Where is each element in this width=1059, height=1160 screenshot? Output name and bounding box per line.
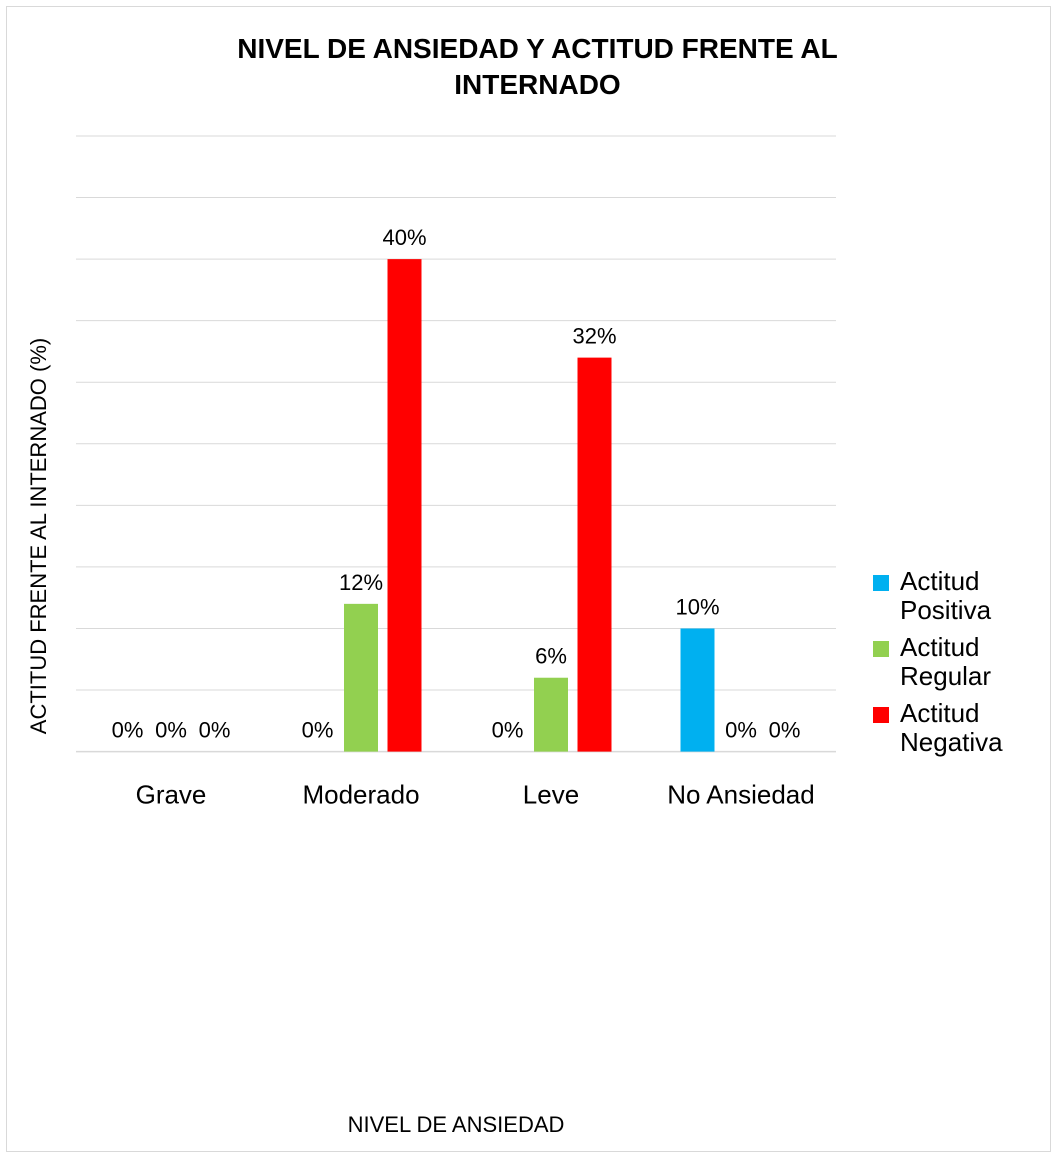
bar-actitud-negativa-moderado [387,259,422,752]
data-label: 0% [302,718,334,743]
data-label: 10% [675,594,719,619]
legend-label-regular-line-2: Regular [900,661,992,691]
bar-actitud-positiva-no-ansiedad [680,628,715,752]
data-label: 0% [199,718,231,743]
chart-title: NIVEL DE ANSIEDAD Y ACTITUD FRENTE AL IN… [0,31,1059,103]
legend-label-negativa-line-2: Negativa [900,727,1003,757]
x-tick-label: No Ansiedad [667,780,814,810]
data-label: 40% [382,225,426,250]
legend-swatch-positiva [873,575,889,591]
data-label: 6% [535,644,567,669]
x-tick-label: Leve [523,780,579,810]
bar-actitud-regular-moderado [344,603,378,752]
data-label: 12% [339,570,383,595]
x-tick-label: Moderado [302,780,419,810]
legend-swatch-negativa [873,707,889,723]
legend-label-negativa-line-1: Actitud [900,698,980,728]
x-axis-label: NIVEL DE ANSIEDAD [347,1112,565,1137]
data-label: 0% [112,718,144,743]
legend-label-regular-line-1: Actitud [900,632,980,662]
chart-title-line-1: NIVEL DE ANSIEDAD Y ACTITUD FRENTE AL [237,33,838,64]
data-label: 0% [725,718,757,743]
legend-item-negativa: Actitud Negativa [873,699,1043,757]
chart-title-line-2: INTERNADO [454,69,621,100]
legend-swatch-regular [873,641,889,657]
legend-item-regular: Actitud Regular [873,633,1043,691]
data-label: 0% [492,718,524,743]
legend-label-positiva-line-2: Positiva [900,595,992,625]
data-label: 0% [769,718,801,743]
data-label: 0% [155,718,187,743]
bar-actitud-negativa-leve [577,357,612,752]
legend: Actitud Positiva Actitud Regular Actitud… [873,567,1043,765]
legend-item-positiva: Actitud Positiva [873,567,1043,625]
x-tick-label: Grave [136,780,207,810]
legend-label-positiva-line-1: Actitud [900,566,980,596]
bar-actitud-regular-leve [534,677,568,752]
data-label: 32% [572,324,616,349]
